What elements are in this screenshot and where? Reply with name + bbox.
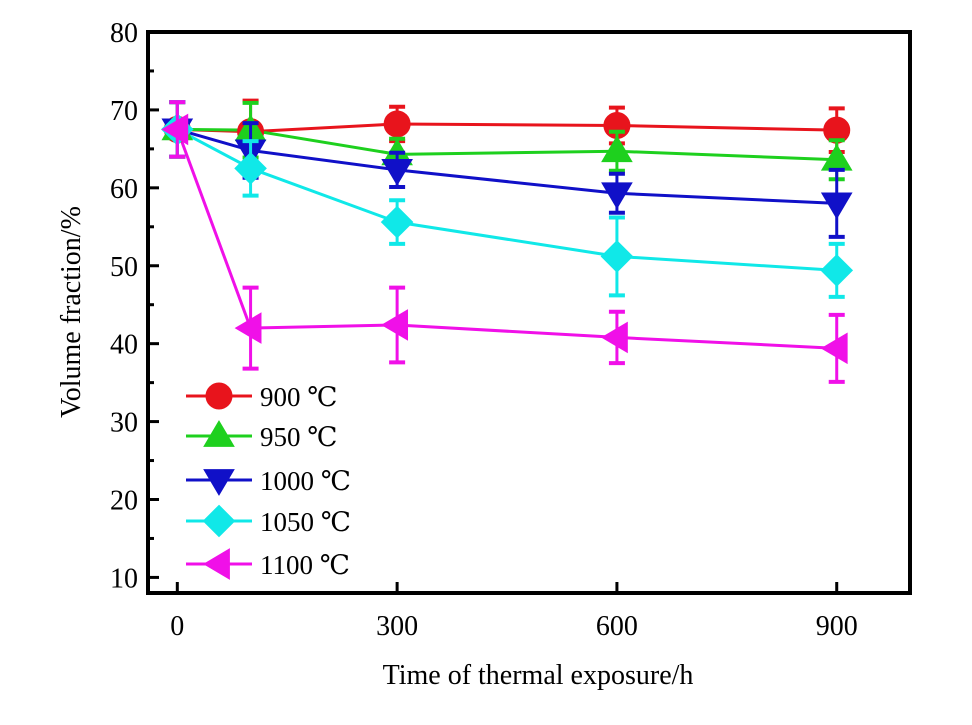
legend-label: 1050 ℃	[260, 507, 351, 537]
data-point	[600, 240, 634, 273]
legend-label: 1000 ℃	[260, 466, 351, 496]
legend-marker	[203, 469, 235, 496]
data-point	[820, 254, 854, 287]
data-point	[161, 113, 189, 146]
legend: 900 ℃ 950 ℃ 1000 ℃ 1050 ℃ 1100 ℃	[186, 382, 351, 580]
data-point	[381, 309, 409, 341]
legend-label: 950 ℃	[260, 422, 337, 452]
legend-label: 1100 ℃	[260, 550, 350, 580]
data-point	[600, 321, 628, 354]
series-lines	[175, 122, 837, 350]
series-line-0	[177, 122, 837, 134]
y-tick-label: 40	[110, 330, 138, 361]
legend-marker	[205, 382, 233, 410]
data-point	[820, 192, 853, 220]
axis-ticks: 10 20 30 40 50 60 70 80 0 300 600 900	[110, 18, 858, 642]
y-axis-label: Volume fraction/%	[56, 206, 87, 418]
series-line-2	[176, 127, 837, 205]
data-point	[234, 152, 267, 185]
x-tick-label: 300	[376, 611, 418, 642]
data-point	[601, 182, 633, 210]
legend-marker	[202, 504, 236, 538]
data-point	[820, 332, 848, 365]
y-tick-label: 50	[110, 252, 138, 283]
x-tick-label: 900	[816, 611, 858, 642]
legend-marker	[203, 548, 230, 580]
data-point	[820, 143, 853, 171]
legend-label: 900 ℃	[260, 382, 337, 412]
x-axis-label: Time of thermal exposure/h	[383, 660, 694, 691]
data-point	[381, 159, 413, 186]
y-tick-label: 70	[110, 96, 138, 127]
data-point	[380, 205, 414, 239]
data-point	[383, 110, 411, 138]
data-point	[601, 135, 633, 163]
data-point	[234, 312, 262, 344]
plot-border	[146, 30, 912, 595]
x-tick-label: 0	[170, 611, 184, 642]
y-tick-label: 30	[110, 408, 138, 439]
y-tick-label: 60	[110, 174, 138, 205]
x-tick-label: 600	[596, 611, 638, 642]
y-tick-label: 80	[110, 18, 138, 49]
plot-frame	[146, 30, 912, 595]
y-tick-label: 20	[110, 486, 138, 517]
series-markers	[161, 98, 854, 384]
y-tick-label: 10	[110, 563, 138, 594]
legend-marker	[203, 420, 235, 447]
